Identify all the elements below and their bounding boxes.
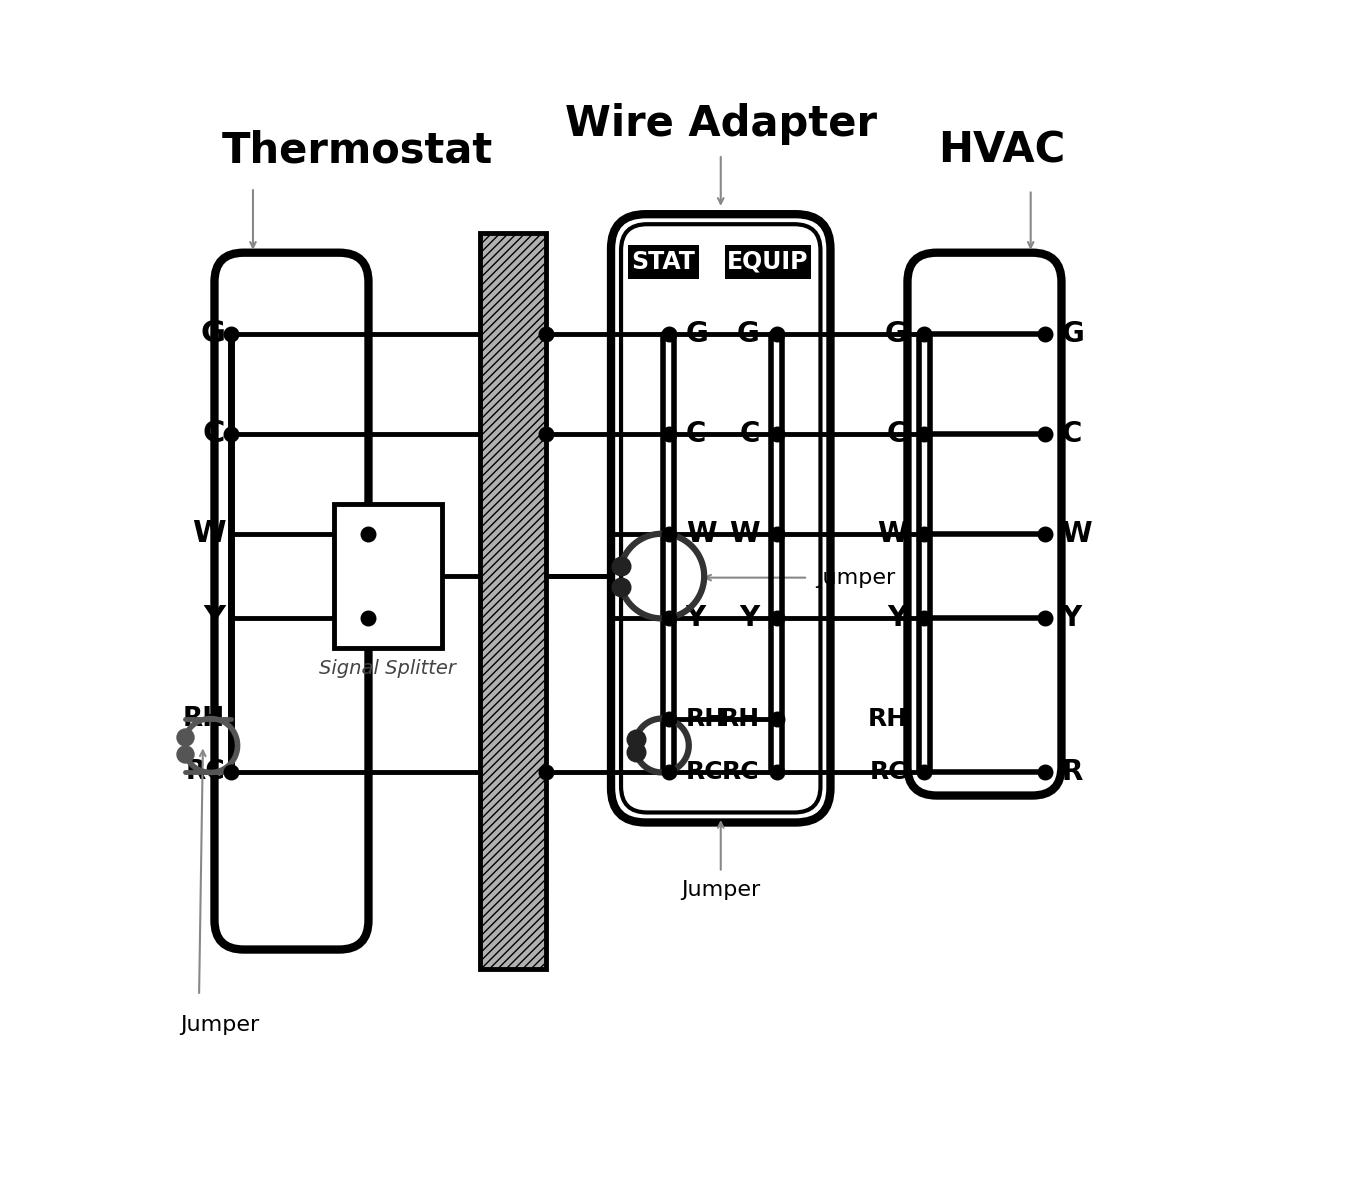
Text: W: W (878, 520, 907, 548)
Text: Jumper: Jumper (682, 880, 760, 901)
Text: C: C (1061, 419, 1081, 448)
Point (657, 424, 679, 443)
Text: C: C (202, 419, 225, 448)
Text: RC: RC (686, 760, 724, 784)
Text: STAT: STAT (632, 250, 695, 274)
Point (1034, 763, 1056, 782)
Text: Signal Splitter: Signal Splitter (320, 659, 456, 679)
Point (914, 609, 936, 628)
Bar (481, 233, 545, 969)
Point (657, 709, 679, 728)
Point (914, 763, 936, 782)
Point (1034, 524, 1056, 543)
Text: Y: Y (204, 604, 225, 633)
Text: Y: Y (887, 604, 907, 633)
Text: C: C (887, 419, 907, 448)
Text: Wire Adapter: Wire Adapter (564, 103, 876, 145)
Text: G: G (686, 319, 709, 347)
Text: Y: Y (686, 604, 706, 633)
Point (914, 324, 936, 343)
Text: C: C (740, 419, 760, 448)
Point (610, 576, 632, 596)
Point (174, 728, 196, 747)
Point (657, 763, 679, 782)
Point (535, 424, 556, 443)
Point (358, 609, 379, 628)
Text: G: G (200, 319, 225, 348)
Point (535, 324, 556, 343)
Text: HVAC: HVAC (938, 130, 1065, 172)
FancyBboxPatch shape (612, 214, 830, 823)
Text: EQUIP: EQUIP (728, 250, 809, 274)
Text: Y: Y (348, 613, 369, 640)
Text: Jumper: Jumper (815, 568, 895, 587)
Text: RH: RH (686, 706, 726, 730)
FancyBboxPatch shape (215, 252, 369, 950)
Point (358, 524, 379, 543)
Text: W: W (192, 519, 225, 548)
Text: W: W (729, 520, 760, 548)
Text: Y: Y (740, 604, 760, 633)
Text: Thermostat: Thermostat (223, 130, 494, 172)
Point (765, 324, 787, 343)
FancyBboxPatch shape (907, 252, 1061, 795)
Point (625, 729, 647, 748)
Text: G: G (737, 319, 760, 347)
Point (220, 763, 242, 782)
Text: Wall: Wall (463, 181, 563, 223)
Point (657, 609, 679, 628)
Text: Jumper: Jumper (180, 1015, 259, 1035)
Text: W: W (348, 512, 378, 540)
Point (657, 324, 679, 343)
Bar (725, 245, 811, 279)
Text: C: C (686, 419, 706, 448)
Point (1034, 609, 1056, 628)
Text: W: W (686, 520, 717, 548)
Point (765, 763, 787, 782)
Text: RH: RH (184, 705, 225, 731)
Point (765, 424, 787, 443)
Point (1034, 324, 1056, 343)
Point (765, 524, 787, 543)
Point (625, 742, 647, 761)
Text: RC: RC (186, 759, 225, 785)
Point (914, 424, 936, 443)
Point (1034, 424, 1056, 443)
Bar (333, 504, 441, 647)
Text: W: W (1061, 520, 1092, 548)
Point (765, 609, 787, 628)
Text: G: G (884, 319, 907, 347)
Text: RH: RH (867, 706, 907, 730)
Text: RC: RC (869, 760, 907, 784)
Point (220, 424, 242, 443)
Point (914, 524, 936, 543)
Point (610, 556, 632, 575)
Text: RH: RH (720, 706, 760, 730)
Bar (628, 245, 699, 279)
Text: RC: RC (722, 760, 760, 784)
Text: Y: Y (1061, 604, 1081, 633)
Text: R: R (1061, 759, 1083, 787)
Point (657, 524, 679, 543)
Point (174, 745, 196, 764)
Point (765, 709, 787, 728)
Text: W/Y: W/Y (364, 562, 425, 590)
Point (220, 324, 242, 343)
Point (535, 763, 556, 782)
Text: G: G (1061, 319, 1084, 347)
